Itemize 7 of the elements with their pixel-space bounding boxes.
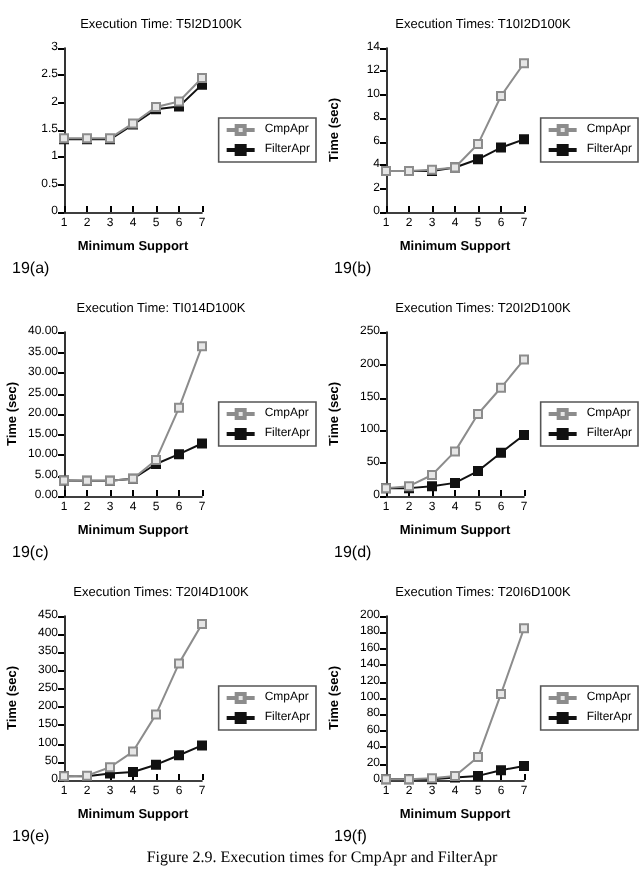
text: 19(c) (12, 543, 50, 561)
caption: Figure 2.9. Execution times for CmpApr and FilterApr (144, 848, 500, 866)
text: 19(d) (334, 543, 373, 561)
text: 19(b) (334, 259, 373, 277)
text: 19(f) (334, 827, 368, 845)
text: 19(a) (12, 259, 51, 277)
text: 19(e) (12, 827, 51, 845)
